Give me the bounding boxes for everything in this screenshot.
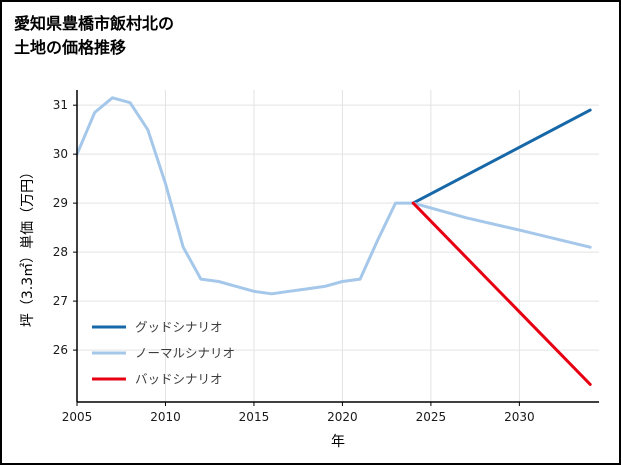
- x-tick-label: 2015: [239, 410, 270, 424]
- chart-title: 愛知県豊橋市飯村北の 土地の価格推移: [14, 12, 174, 60]
- y-tick-label: 31: [53, 98, 68, 112]
- legend-label-bad: バッドシナリオ: [135, 372, 223, 387]
- x-tick-label: 2030: [504, 410, 535, 424]
- series-line-bad: [411, 201, 592, 386]
- series-line-normal: [75, 96, 592, 296]
- y-tick-label: 27: [53, 294, 68, 308]
- legend-label-normal: ノーマルシナリオ: [135, 346, 235, 361]
- y-tick-label: 29: [53, 196, 68, 210]
- x-tick-label: 2020: [327, 410, 358, 424]
- chart-title-line1: 愛知県豊橋市飯村北の: [14, 14, 175, 33]
- y-tick-label: 28: [53, 245, 68, 259]
- y-axis-label: 坪（3.3㎡）単価（万円）: [20, 165, 36, 327]
- chart-title-line2: 土地の価格推移: [14, 38, 127, 57]
- y-tick-label: 26: [53, 343, 68, 357]
- series-line-good: [411, 108, 592, 205]
- x-tick-label: 2005: [62, 410, 93, 424]
- x-tick-label: 2025: [416, 410, 447, 424]
- legend-label-good: グッドシナリオ: [135, 320, 223, 335]
- x-axis-label: 年: [331, 434, 345, 450]
- y-tick-label: 30: [53, 147, 68, 161]
- x-tick-label: 2010: [150, 410, 181, 424]
